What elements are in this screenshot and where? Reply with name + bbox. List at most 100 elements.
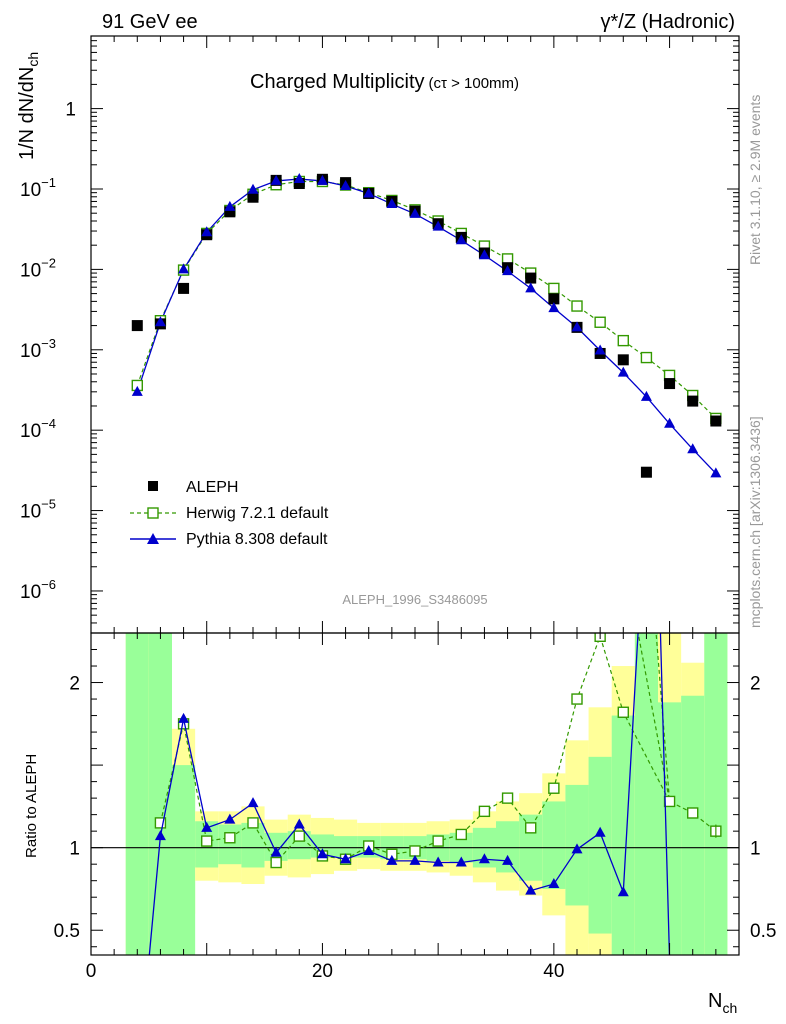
herwig-ratio-point [548,782,560,794]
pythia-ratio-point [548,877,560,888]
band-inner-bin [148,633,172,955]
pythia-main-point [363,187,375,198]
herwig-ratio-point [525,822,537,834]
aleph-main-point [664,378,676,390]
main-series-group [131,173,722,478]
mcplots-credit-label: mcplots.cern.ch [arXiv:1306.3436] [747,416,763,628]
pythia-ratio-point [201,821,213,832]
pythia-main-point [525,282,537,293]
herwig-main-point [571,300,583,312]
herwig-ratio-point [270,856,282,869]
pythia-main-point [178,263,190,274]
band-inner-bin [658,702,682,955]
aleph-main-point [525,272,537,284]
ratio-tick-label-left: 0.5 [54,921,80,942]
header-left-label: 91 GeV ee [102,11,198,33]
ratio-tick-label-right: 0.5 [750,921,776,942]
aleph-main-point [710,415,722,427]
axes-group: 10−610−510−410−310−210−110 20 400.5 0.51 12 2 [20,35,776,982]
pythia-main-point [270,174,282,185]
y-tick-label-base: 10 [20,421,41,442]
pythia-main-point [594,344,606,355]
pythia-main-point [340,179,352,190]
y-tick-label: 10−6 [20,577,56,603]
y-tick-label-exponent: −1 [41,175,56,190]
band-inner-bin [241,822,265,868]
pythia-ratio-point [178,712,190,723]
y-tick-label-exponent: −3 [41,336,56,351]
y-tick-label-base: 10 [20,502,41,523]
chart-title-main: Charged Multiplicity [250,71,425,93]
pythia-ratio-point [293,818,305,829]
y-axis-label-main: 1/N dN/dN [16,67,38,160]
pythia-ratio-point [409,854,421,865]
y-tick-label: 10−5 [20,497,56,523]
pythia-ratio-point [502,854,514,865]
herwig-ratio-point [478,805,491,818]
legend-label-aleph: ALEPH [186,479,238,496]
pythia-ratio-point [617,886,629,897]
y-tick-label-exponent: −2 [41,255,56,270]
legend-marker-aleph [148,481,158,491]
y-tick-label: 10−2 [20,255,56,281]
legend-marker-pythia [147,533,159,544]
pythia-main-point [201,226,213,237]
band-inner-bin [287,831,311,860]
herwig-ratio-point [501,792,514,804]
analysis-label: ALEPH_1996_S3486095 [342,592,487,607]
x-tick-label: 20 [312,961,333,982]
pythia-ratio-point [363,844,375,855]
aleph-main-point [247,191,259,203]
herwig-main-point [548,282,560,295]
aleph-main-point [293,178,305,190]
y-tick-label-base: 10 [20,260,41,281]
aleph-main-point [131,320,143,332]
rivet-version-label: Rivet 3.1.10, ≥ 2.9M events [747,95,763,265]
herwig-main-point [617,334,629,347]
pythia-main-point [316,174,328,185]
pythia-main-point [548,302,560,313]
y-tick-label-exponent: −5 [41,497,56,512]
x-axis-label: Nch [708,990,737,1016]
pythia-main-point [640,390,652,401]
pythia-ratio-point [224,813,236,824]
herwig-main-point [640,351,653,364]
y-tick-label-base: 10 [20,582,41,603]
pythia-main-point [502,265,514,276]
pythia-ratio-point [247,797,259,808]
ratio-tick-label-left: 1 [69,839,80,860]
band-inner-bin [310,834,334,858]
pythia-ratio-point [525,884,537,895]
legend-marker-herwig [147,507,159,519]
legend-label-herwig: Herwig 7.2.1 default [186,505,329,522]
herwig-ratio-point [617,706,629,718]
aleph-main-point [178,282,190,294]
band-inner-bin [542,801,566,889]
pythia-ratio-point [316,848,328,859]
chart-title: Charged Multiplicity (cτ > 100mm) [250,71,519,93]
herwig-ratio-point [293,830,305,842]
x-axis-label-main: N [708,990,722,1012]
pythia-ratio-point [270,846,282,857]
band-inner-bin [172,765,196,955]
aleph-main-point [687,395,699,407]
pythia-main-point [293,173,305,184]
pythia-main-point [478,249,490,260]
x-tick-label: 40 [543,961,564,982]
pythia-main-point [571,321,583,332]
band-inner-bin [634,633,658,955]
band-inner-bin [496,821,520,873]
band-inner-bin [681,695,705,955]
y-tick-label: 10−3 [20,336,56,362]
y-tick-label: 10−4 [20,416,56,442]
y-tick-label: 10−1 [20,175,56,201]
ratio-y-axis-label: Ratio to ALEPH [23,754,40,858]
x-axis-label-sub: ch [722,1000,737,1016]
herwig-ratio-point [455,828,467,841]
ratio-uncertainty-bands [125,633,728,955]
y-tick-label: 1 [65,100,76,121]
pythia-ratio-point [594,826,606,837]
band-inner-bin [588,756,612,934]
legend-label-pythia: Pythia 8.308 default [186,531,328,548]
herwig-ratio-point [201,835,213,847]
